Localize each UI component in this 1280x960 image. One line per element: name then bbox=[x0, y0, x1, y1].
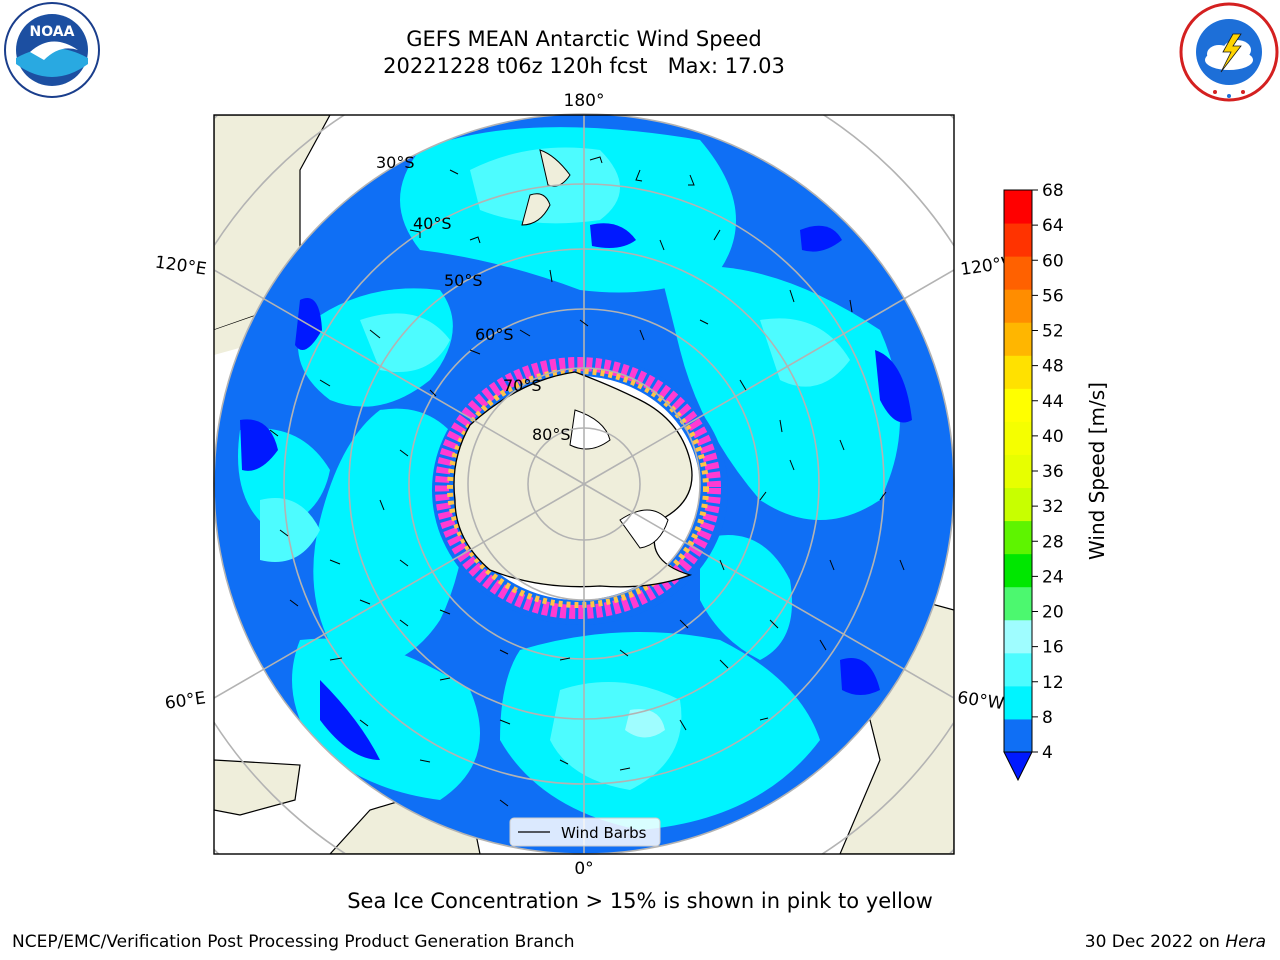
colorbar-segment bbox=[1004, 718, 1032, 753]
colorbar-label: Wind Speed [m/s] bbox=[1085, 382, 1109, 560]
colorbar-segment bbox=[1004, 223, 1032, 257]
colorbar-tick-label: 36 bbox=[1042, 462, 1064, 482]
colorbar-tick-label: 8 bbox=[1042, 708, 1053, 728]
colorbar-tick-label: 20 bbox=[1042, 603, 1064, 623]
legend-label: Wind Barbs bbox=[561, 824, 647, 842]
colorbar-segment bbox=[1004, 553, 1032, 588]
colorbar-tick-label: 60 bbox=[1042, 251, 1064, 271]
wind-barbs bbox=[269, 156, 905, 807]
lon-label-upper-left: 120°E bbox=[154, 253, 208, 280]
map-frame bbox=[213, 114, 955, 855]
colorbar-segment bbox=[1004, 454, 1032, 489]
lon-label-lower-left: 60°E bbox=[164, 688, 207, 713]
colorbar-tick-label: 24 bbox=[1042, 567, 1064, 587]
colorbar-segment bbox=[1004, 421, 1032, 455]
footer-date: 30 Dec 2022 on bbox=[1084, 932, 1226, 952]
footer-machine: Hera bbox=[1225, 932, 1266, 952]
chart-title: GEFS MEAN Antarctic Wind Speed bbox=[406, 27, 762, 51]
colorbar-tick-label: 4 bbox=[1042, 743, 1053, 763]
colorbar-segment bbox=[1004, 520, 1032, 555]
lat-label-70s: 70°S bbox=[503, 376, 542, 395]
lat-label-40s: 40°S bbox=[413, 214, 452, 233]
nws-logo bbox=[1175, 0, 1280, 104]
colorbar-segment bbox=[1004, 256, 1032, 290]
colorbar-segment bbox=[1004, 322, 1032, 356]
noaa-logo: NOAA bbox=[0, 2, 104, 102]
colorbar-tick-label: 28 bbox=[1042, 532, 1064, 552]
colorbar-segment bbox=[1004, 190, 1032, 224]
lon-label-lower-right: 60°W bbox=[956, 688, 1005, 714]
footer-left: NCEP/EMC/Verification Post Processing Pr… bbox=[12, 932, 575, 952]
colorbar-tick-label: 12 bbox=[1042, 673, 1064, 693]
colorbar-tick-label: 16 bbox=[1042, 638, 1064, 658]
colorbar-segment bbox=[1004, 586, 1032, 621]
colorbar-tick-label: 52 bbox=[1042, 322, 1064, 342]
colorbar-segment bbox=[1004, 355, 1032, 389]
colorbar-tick-label: 32 bbox=[1042, 497, 1064, 517]
colorbar-under-triangle bbox=[1003, 751, 1033, 782]
lat-label-30s: 30°S bbox=[376, 153, 415, 172]
lon-label-top: 180° bbox=[564, 91, 605, 111]
colorbar-segment bbox=[1004, 652, 1032, 687]
colorbar-segment bbox=[1004, 619, 1032, 654]
colorbar-tick-label: 64 bbox=[1042, 216, 1064, 236]
chart-subtitle: 20221228 t06z 120h fcst Max: 17.03 bbox=[383, 54, 785, 78]
sea-ice-note: Sea Ice Concentration > 15% is shown in … bbox=[347, 889, 933, 913]
colorbar-segment bbox=[1004, 487, 1032, 522]
lat-label-60s: 60°S bbox=[475, 325, 514, 344]
colorbar-segment bbox=[1004, 289, 1032, 323]
colorbar-tick-label: 48 bbox=[1042, 357, 1064, 377]
svg-text:NOAA: NOAA bbox=[30, 24, 75, 40]
map-legend: Wind Barbs bbox=[509, 817, 661, 847]
colorbar-segment bbox=[1004, 388, 1032, 422]
colorbar-tick-label: 68 bbox=[1042, 181, 1064, 201]
lat-label-80s: 80°S bbox=[532, 425, 571, 444]
colorbar-tick-label: 40 bbox=[1042, 427, 1064, 447]
lon-label-bottom: 0° bbox=[574, 859, 593, 879]
outer-graticule bbox=[214, 115, 954, 854]
colorbar-tick-label: 44 bbox=[1042, 392, 1064, 412]
colorbar-segment bbox=[1004, 685, 1032, 720]
footer-right: 30 Dec 2022 on Hera bbox=[1085, 932, 1266, 952]
colorbar-tick-label: 56 bbox=[1042, 286, 1064, 306]
lat-label-50s: 50°S bbox=[444, 271, 483, 290]
